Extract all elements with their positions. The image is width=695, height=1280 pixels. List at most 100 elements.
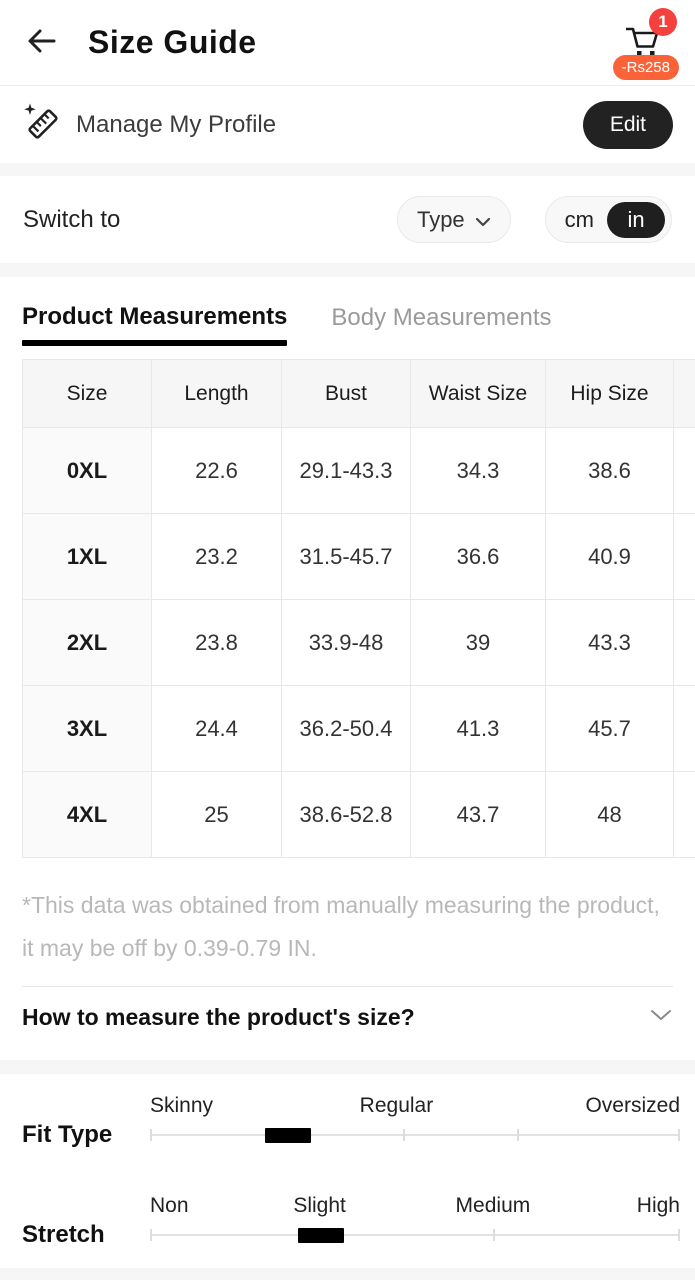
table-row: 4XL 25 38.6-52.8 43.7 48 bbox=[22, 771, 695, 858]
clipped-cell bbox=[673, 771, 695, 858]
length-cell: 25 bbox=[151, 771, 282, 858]
section-divider-band bbox=[0, 1060, 695, 1074]
clipped-cell bbox=[673, 599, 695, 686]
column-header-bust: Bust bbox=[281, 359, 411, 428]
scale-tick bbox=[150, 1229, 152, 1241]
fit-info-section: Fit Type Skinny Regular Oversized Stretc… bbox=[0, 1074, 695, 1268]
stretch-label: Stretch bbox=[22, 1221, 105, 1248]
stretch-row: Stretch Non Slight Medium High bbox=[0, 1194, 695, 1252]
measurement-disclaimer: *This data was obtained from manually me… bbox=[22, 892, 660, 961]
tab-body-measurements[interactable]: Body Measurements bbox=[331, 303, 551, 346]
back-button[interactable] bbox=[22, 24, 60, 62]
scale-tick bbox=[402, 1129, 405, 1141]
tab-product-measurements[interactable]: Product Measurements bbox=[22, 303, 288, 346]
scale-tick bbox=[678, 1129, 680, 1141]
stretch-options: Non Slight Medium High bbox=[150, 1194, 680, 1218]
scale-track bbox=[150, 1234, 680, 1236]
scale-track bbox=[150, 1134, 680, 1136]
section-divider-band bbox=[0, 263, 695, 277]
divider bbox=[22, 986, 673, 987]
waist-cell: 36.6 bbox=[410, 513, 546, 600]
stretch-option-non: Non bbox=[150, 1194, 189, 1217]
scale-tick bbox=[678, 1229, 680, 1241]
switch-to-row: Switch to Type cm in bbox=[0, 176, 695, 263]
size-table-container: Size Length Bust Waist Size Hip Size 0XL… bbox=[22, 359, 695, 858]
edit-button[interactable]: Edit bbox=[582, 100, 673, 149]
stretch-option-high: High bbox=[636, 1194, 680, 1217]
hip-cell: 45.7 bbox=[545, 685, 674, 772]
clipped-cell bbox=[673, 427, 695, 514]
waist-cell: 39 bbox=[410, 599, 546, 686]
stretch-option-medium: Medium bbox=[455, 1194, 531, 1217]
cart-discount-badge: -Rs258 bbox=[612, 55, 679, 80]
switch-to-label: Switch to bbox=[23, 205, 121, 233]
active-tab-underline bbox=[22, 340, 288, 346]
size-cell: 1XL bbox=[22, 513, 152, 600]
column-header-clipped bbox=[673, 359, 695, 428]
waist-cell: 34.3 bbox=[410, 427, 546, 514]
hip-cell: 48 bbox=[545, 771, 674, 858]
cart-button[interactable]: 1 -Rs258 bbox=[603, 4, 679, 84]
table-row: 1XL 23.2 31.5-45.7 36.6 40.9 bbox=[22, 513, 695, 600]
bust-cell: 33.9-48 bbox=[281, 599, 411, 686]
fit-type-options: Skinny Regular Oversized bbox=[150, 1094, 680, 1118]
how-to-measure-label: How to measure the product's size? bbox=[22, 1004, 415, 1030]
fit-type-scale bbox=[150, 1118, 680, 1152]
type-dropdown-button[interactable]: Type bbox=[396, 196, 511, 243]
stretch-indicator bbox=[298, 1228, 345, 1243]
chevron-down-icon bbox=[475, 207, 491, 233]
fit-type-row: Fit Type Skinny Regular Oversized bbox=[0, 1094, 695, 1152]
size-cell: 3XL bbox=[22, 685, 152, 772]
fit-type-label: Fit Type bbox=[22, 1121, 113, 1148]
section-divider-band bbox=[0, 163, 695, 176]
fit-option-oversized: Oversized bbox=[585, 1094, 680, 1117]
size-cell: 4XL bbox=[22, 771, 152, 858]
measurement-tabs: Product Measurements Body Measurements bbox=[22, 303, 673, 346]
hip-cell: 43.3 bbox=[545, 599, 674, 686]
bust-cell: 38.6-52.8 bbox=[281, 771, 411, 858]
scale-tick bbox=[492, 1229, 495, 1241]
bust-cell: 36.2-50.4 bbox=[281, 685, 411, 772]
size-table: Size Length Bust Waist Size Hip Size 0XL… bbox=[22, 359, 695, 858]
fit-type-indicator bbox=[264, 1128, 311, 1143]
cart-icon bbox=[619, 20, 661, 67]
scale-tick bbox=[150, 1129, 152, 1141]
table-row: 3XL 24.4 36.2-50.4 41.3 45.7 bbox=[22, 685, 695, 772]
bust-cell: 31.5-45.7 bbox=[281, 513, 411, 600]
length-cell: 24.4 bbox=[151, 685, 282, 772]
bust-cell: 29.1-43.3 bbox=[281, 427, 411, 514]
unit-toggle[interactable]: cm in bbox=[544, 196, 672, 243]
table-header-row: Size Length Bust Waist Size Hip Size bbox=[22, 359, 695, 428]
manage-profile-row: Manage My Profile Edit bbox=[0, 86, 695, 163]
column-header-hip: Hip Size bbox=[545, 359, 674, 428]
stretch-scale bbox=[150, 1218, 680, 1252]
size-cell: 2XL bbox=[22, 599, 152, 686]
waist-cell: 43.7 bbox=[410, 771, 546, 858]
waist-cell: 41.3 bbox=[410, 685, 546, 772]
tab-product-measurements-label: Product Measurements bbox=[22, 303, 288, 330]
manage-profile-label: Manage My Profile bbox=[76, 110, 277, 138]
unit-option-cm[interactable]: cm bbox=[564, 206, 594, 232]
fit-option-regular: Regular bbox=[359, 1094, 434, 1117]
bottom-band bbox=[0, 1268, 695, 1280]
measurements-content: Product Measurements Body Measurements S… bbox=[0, 303, 695, 1060]
scale-tick bbox=[516, 1129, 519, 1141]
table-row: 0XL 22.6 29.1-43.3 34.3 38.6 bbox=[22, 427, 695, 514]
ruler-icon bbox=[22, 102, 62, 147]
chevron-down-icon bbox=[649, 1008, 673, 1027]
stretch-option-slight: Slight bbox=[293, 1194, 346, 1217]
type-dropdown-label: Type bbox=[416, 206, 465, 232]
page-title: Size Guide bbox=[88, 24, 257, 60]
column-header-size: Size bbox=[22, 359, 152, 428]
column-header-waist: Waist Size bbox=[410, 359, 546, 428]
unit-option-in-selected[interactable]: in bbox=[607, 201, 665, 238]
clipped-cell bbox=[673, 685, 695, 772]
header: Size Guide 1 -Rs258 bbox=[0, 0, 695, 86]
hip-cell: 38.6 bbox=[545, 427, 674, 514]
clipped-cell bbox=[673, 513, 695, 600]
length-cell: 23.8 bbox=[151, 599, 282, 686]
size-cell: 0XL bbox=[22, 427, 152, 514]
how-to-measure-expander[interactable]: How to measure the product's size? bbox=[22, 987, 673, 1060]
fit-option-skinny: Skinny bbox=[150, 1094, 214, 1117]
